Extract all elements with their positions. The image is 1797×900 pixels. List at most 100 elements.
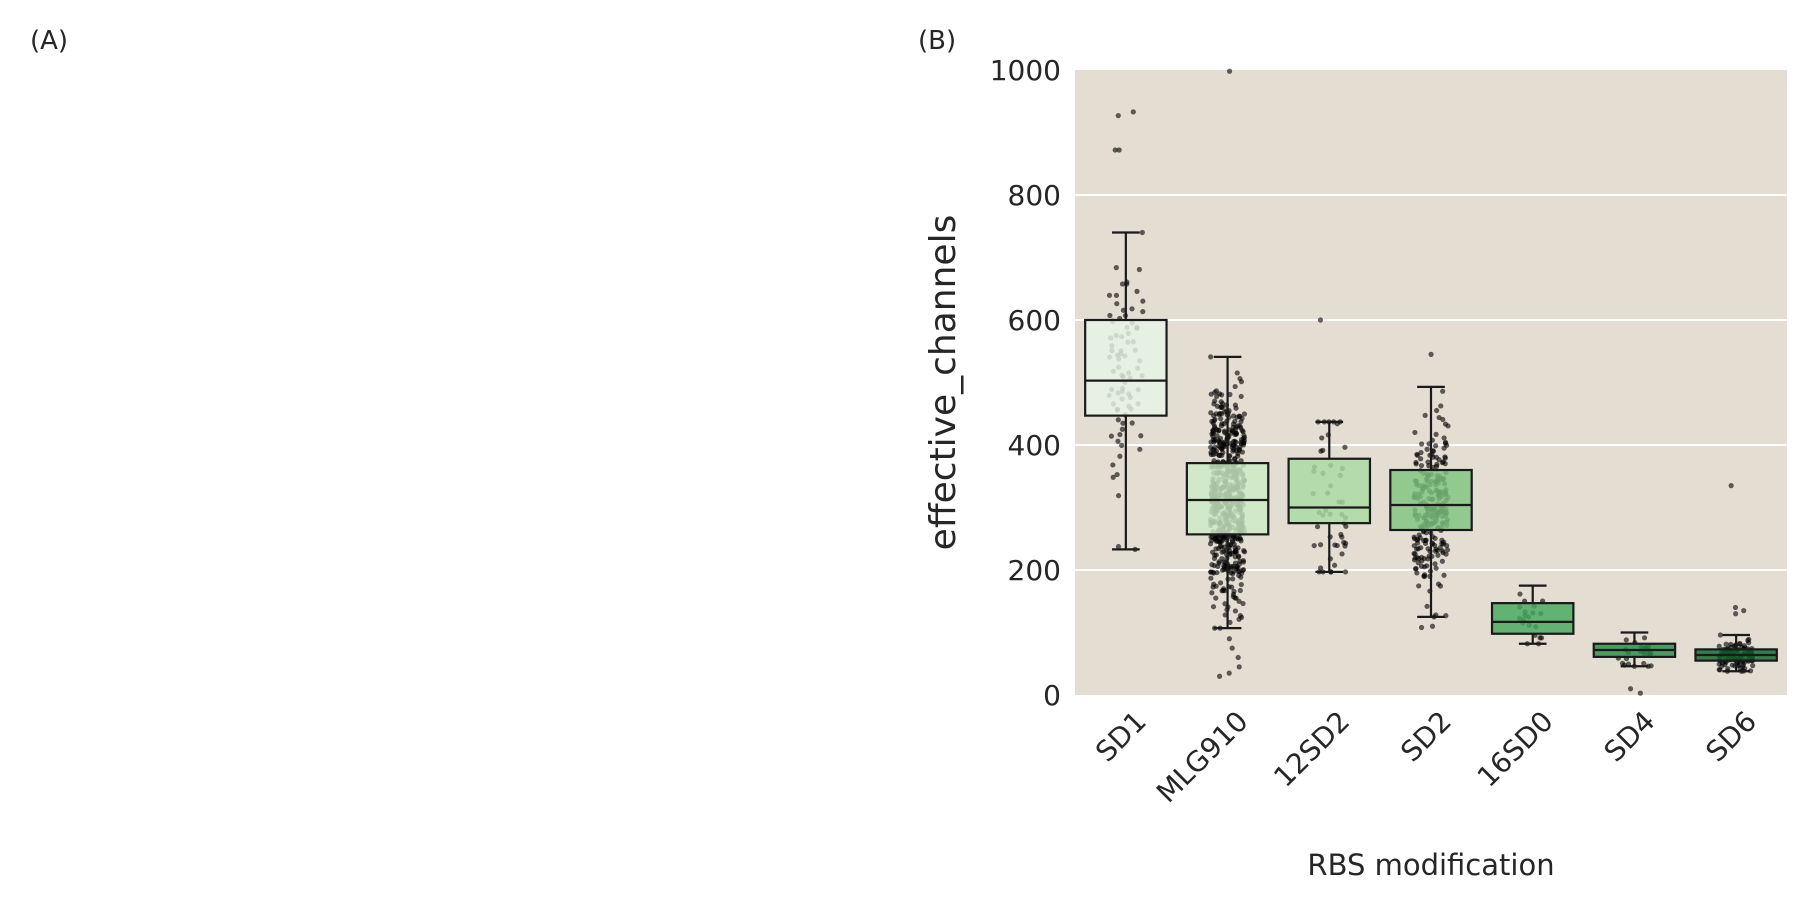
data-point bbox=[1412, 566, 1419, 572]
data-point bbox=[1417, 535, 1423, 541]
data-point bbox=[1717, 632, 1724, 638]
data-point bbox=[1424, 563, 1430, 569]
data-point bbox=[1318, 448, 1324, 454]
data-point bbox=[1414, 570, 1420, 576]
data-point bbox=[1418, 462, 1425, 469]
data-point bbox=[1745, 637, 1751, 644]
data-point bbox=[1229, 428, 1235, 434]
data-point bbox=[1319, 435, 1325, 441]
box-SD6 bbox=[1694, 633, 1778, 673]
outlier-point bbox=[1637, 690, 1643, 696]
data-point bbox=[1219, 421, 1225, 427]
data-point bbox=[1434, 407, 1440, 414]
data-point bbox=[1140, 298, 1146, 304]
data-point bbox=[1413, 461, 1419, 467]
data-point bbox=[1413, 546, 1420, 552]
data-point bbox=[1716, 643, 1722, 649]
data-point bbox=[1435, 581, 1442, 587]
data-point bbox=[1221, 586, 1227, 592]
outlier-point bbox=[1627, 686, 1634, 692]
data-point bbox=[1213, 595, 1219, 601]
outlier-point bbox=[1226, 68, 1233, 74]
outlier-point bbox=[1428, 351, 1434, 357]
data-point bbox=[1235, 565, 1241, 571]
data-point bbox=[1418, 456, 1424, 462]
data-point bbox=[1238, 393, 1244, 400]
box-body bbox=[1084, 318, 1168, 417]
data-point bbox=[1442, 439, 1449, 445]
data-point bbox=[1227, 619, 1233, 625]
data-point bbox=[1440, 541, 1446, 547]
outlier-point bbox=[1229, 645, 1235, 651]
data-point bbox=[1219, 556, 1225, 562]
data-point bbox=[1216, 391, 1223, 397]
x-tick-label: MLG910 bbox=[1150, 705, 1255, 810]
data-point bbox=[1416, 555, 1422, 562]
outlier-point bbox=[1741, 608, 1747, 614]
box-SD1 bbox=[1084, 231, 1168, 551]
data-point bbox=[1120, 307, 1127, 313]
data-point bbox=[1432, 561, 1438, 567]
data-point bbox=[1641, 635, 1648, 641]
data-point bbox=[1210, 569, 1216, 575]
data-point bbox=[1236, 572, 1242, 579]
data-point bbox=[1237, 413, 1243, 420]
data-point bbox=[1219, 549, 1225, 555]
outlier-point bbox=[1418, 624, 1425, 631]
data-point bbox=[1234, 370, 1240, 376]
data-point bbox=[1339, 534, 1345, 540]
data-point bbox=[1440, 388, 1446, 394]
data-point bbox=[1723, 641, 1729, 647]
data-point bbox=[1444, 547, 1451, 553]
data-point bbox=[1433, 431, 1439, 437]
data-point bbox=[1208, 439, 1214, 445]
data-point bbox=[1437, 545, 1443, 551]
panel-label-a: (A) bbox=[30, 26, 69, 56]
data-point bbox=[1237, 376, 1243, 382]
data-point bbox=[1212, 425, 1218, 431]
data-point bbox=[1232, 383, 1238, 390]
data-point bbox=[1623, 637, 1629, 643]
data-point bbox=[1414, 451, 1420, 458]
data-point bbox=[1221, 428, 1228, 434]
data-point bbox=[1433, 565, 1439, 571]
data-point bbox=[1648, 663, 1654, 669]
data-point bbox=[1418, 545, 1424, 551]
data-point bbox=[1423, 530, 1429, 536]
data-point bbox=[1117, 431, 1123, 438]
data-point bbox=[1238, 614, 1245, 620]
y-tick-label: 0 bbox=[1043, 679, 1061, 712]
x-tick-label: SD6 bbox=[1699, 705, 1763, 769]
data-point bbox=[1424, 446, 1430, 452]
y-tick-label: 400 bbox=[1008, 429, 1061, 462]
x-tick-label: 12SD2 bbox=[1267, 705, 1356, 794]
data-point bbox=[1138, 433, 1144, 439]
data-point bbox=[1240, 429, 1246, 435]
y-tick-label: 800 bbox=[1008, 179, 1061, 212]
data-point bbox=[1213, 451, 1219, 457]
data-point bbox=[1110, 474, 1116, 480]
outlier-point bbox=[1226, 670, 1232, 676]
data-point bbox=[1120, 420, 1126, 426]
data-point bbox=[1241, 411, 1248, 417]
data-point bbox=[1418, 563, 1425, 569]
data-point bbox=[1234, 535, 1240, 541]
data-point bbox=[1115, 543, 1122, 550]
box-body bbox=[1287, 457, 1372, 525]
data-point bbox=[1537, 635, 1543, 641]
data-point bbox=[1332, 542, 1338, 548]
data-point bbox=[1439, 558, 1446, 564]
data-point bbox=[1114, 471, 1120, 478]
data-point bbox=[1343, 540, 1349, 546]
data-point bbox=[1232, 608, 1239, 614]
x-axis-label: RBS modification bbox=[1307, 848, 1554, 882]
outlier-point bbox=[1115, 113, 1121, 119]
data-point bbox=[1136, 266, 1142, 273]
data-point bbox=[1217, 543, 1223, 549]
data-point bbox=[1418, 441, 1425, 447]
data-point bbox=[1229, 537, 1235, 543]
data-point bbox=[1209, 562, 1215, 568]
data-point bbox=[1208, 444, 1214, 450]
data-point bbox=[1232, 545, 1238, 551]
